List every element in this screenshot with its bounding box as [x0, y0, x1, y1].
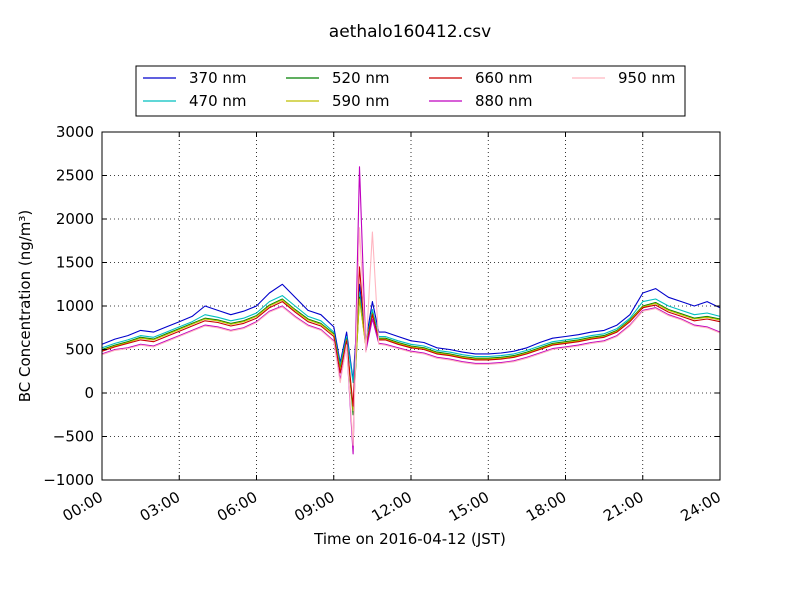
- series-line: [101, 283, 721, 381]
- series-line: [101, 296, 721, 416]
- legend-box: [135, 65, 686, 117]
- series-line: [101, 298, 721, 411]
- y-tick-label: 500: [65, 341, 94, 359]
- y-tick-label: 2500: [56, 167, 94, 185]
- y-tick-label: 3000: [56, 123, 94, 141]
- y-tick-label: 2000: [56, 210, 94, 228]
- grid: [102, 132, 720, 480]
- legend: 370 nm 470 nm 520 nm 590 nm 660 nm 880 nm 950 …: [135, 65, 686, 117]
- y-tick-label: 0: [84, 384, 94, 402]
- legend-label: 470 nm: [189, 92, 247, 110]
- y-tick-label: −500: [53, 428, 94, 446]
- legend-label: 520 nm: [332, 69, 390, 87]
- series-layer: [101, 166, 721, 455]
- series-line: [101, 166, 721, 455]
- legend-label: 880 nm: [475, 92, 533, 110]
- chart-title: aethalo160412.csv: [329, 22, 491, 42]
- series-line: [101, 266, 721, 407]
- legend-label: 660 nm: [475, 69, 533, 87]
- x-axis-label: Time on 2016-04-12 (JST): [313, 530, 506, 548]
- legend-label: 950 nm: [618, 69, 676, 87]
- series-line: [101, 292, 721, 384]
- series-line: [101, 227, 721, 446]
- y-tick-label: 1500: [56, 254, 94, 272]
- legend-label: 590 nm: [332, 92, 390, 110]
- y-tick-label: −1000: [43, 471, 94, 489]
- y-axis-label: BC Concentration (ng/m³): [16, 210, 34, 403]
- legend-label: 370 nm: [189, 69, 247, 87]
- y-tick-label: 1000: [56, 297, 94, 315]
